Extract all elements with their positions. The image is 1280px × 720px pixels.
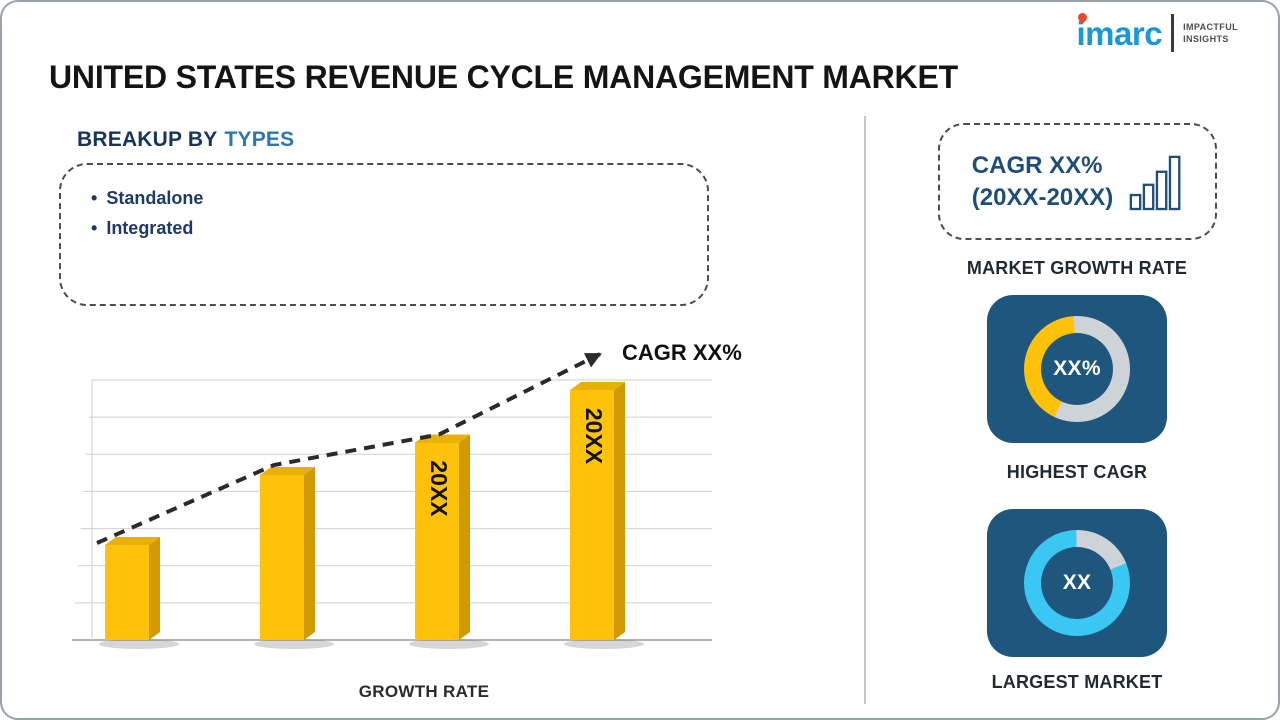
svg-text:20XX: 20XX xyxy=(426,460,452,517)
imarc-brand-text: imarc xyxy=(1076,14,1163,52)
logo-tagline-line1: IMPACTFUL xyxy=(1183,21,1238,32)
market-growth-rate-card: CAGR XX% (20XX-20XX) xyxy=(938,123,1217,240)
svg-text:20XX: 20XX xyxy=(581,408,607,465)
largest-market-value: XX xyxy=(1062,571,1092,594)
growth-bar-chart: 20XX 20XX CAGR XX% xyxy=(72,340,742,649)
svg-text:CAGR XX%: CAGR XX% xyxy=(622,340,742,365)
breakup-item-integrated: Integrated xyxy=(91,213,707,243)
chart-x-axis-label: GROWTH RATE xyxy=(358,682,490,701)
cagr-text: CAGR XX% (20XX-20XX) xyxy=(972,150,1113,212)
cagr-line2: (20XX-20XX) xyxy=(971,183,1114,211)
market-growth-rate-caption: MARKET GROWTH RATE xyxy=(966,258,1188,278)
breakup-heading-highlight: TYPES xyxy=(224,128,295,151)
donut-largest-market: XX xyxy=(1024,530,1130,636)
section-divider xyxy=(864,116,866,704)
highest-cagr-caption: HIGHEST CAGR xyxy=(1006,462,1148,482)
breakup-item-standalone: Standalone xyxy=(91,183,707,213)
breakup-types-box: Standalone Integrated xyxy=(59,163,709,306)
highest-cagr-value: XX% xyxy=(1053,357,1101,380)
breakup-heading: BREAKUP BY TYPES xyxy=(77,128,294,152)
largest-market-tile: XX xyxy=(987,509,1167,657)
logo-tagline: IMPACTFUL INSIGHTS xyxy=(1183,21,1238,45)
growth-bars-icon xyxy=(1129,155,1181,210)
highest-cagr-tile: XX% xyxy=(987,295,1167,443)
logo-tagline-line2: INSIGHTS xyxy=(1183,34,1229,44)
donut-highest-cagr-hole: XX% xyxy=(1041,333,1113,405)
largest-market-caption: LARGEST MARKET xyxy=(991,672,1163,692)
imarc-logo: imarc IMPACTFUL INSIGHTS xyxy=(1075,10,1239,52)
cagr-line1: CAGR XX% xyxy=(971,152,1103,180)
donut-largest-market-hole: XX xyxy=(1041,547,1113,619)
growth-chart-area: 20XX 20XX CAGR XX% xyxy=(52,340,752,672)
logo-divider xyxy=(1171,14,1175,52)
breakup-heading-prefix: BREAKUP BY xyxy=(77,128,218,151)
page-title: UNITED STATES REVENUE CYCLE MANAGEMENT M… xyxy=(49,59,958,95)
donut-highest-cagr: XX% xyxy=(1024,316,1130,422)
imarc-logo-wordmark: imarc xyxy=(1075,10,1163,52)
